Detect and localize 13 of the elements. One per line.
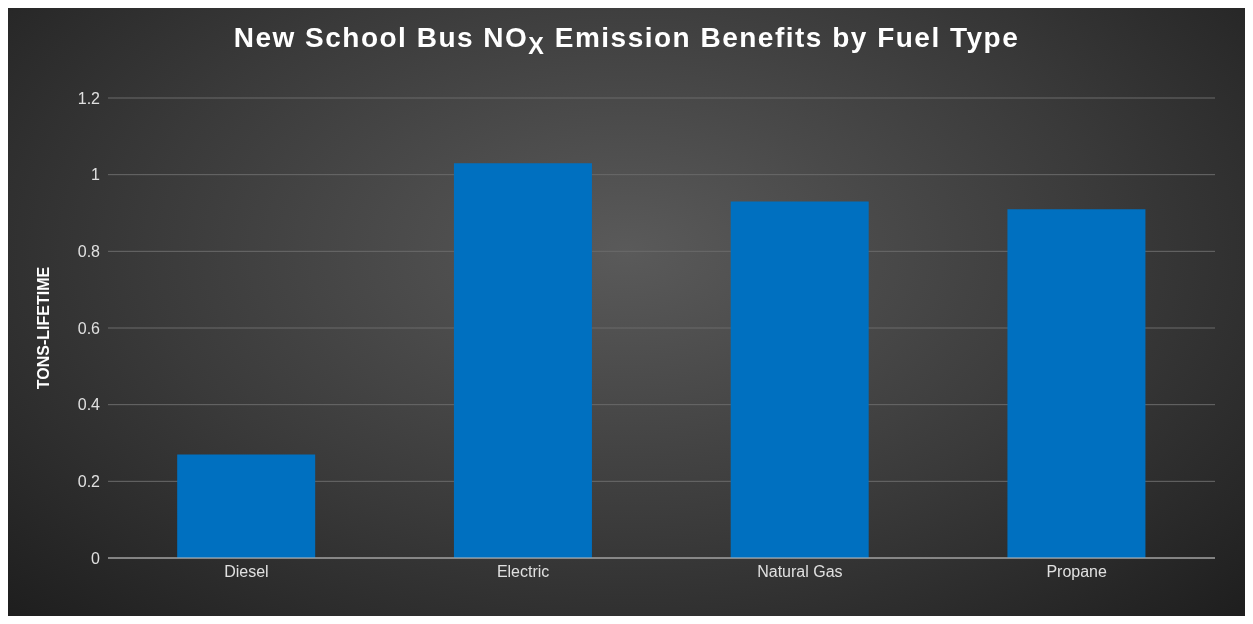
chart-title: New School Bus NO$_{X}$ Emission Benefits by Fuel Type (232, 22, 1021, 60)
y-tick-label: 1.2 (77, 89, 101, 107)
x-tick-label: Diesel (224, 563, 269, 581)
y-tick-label: 0.8 (77, 243, 101, 261)
x-tick-label: Natural Gas (757, 563, 843, 581)
x-tick-label: Electric (496, 563, 550, 581)
y-tick-label: 0.6 (77, 319, 101, 337)
y-tick-label: 1 (91, 166, 101, 184)
y-tick-label: 0.4 (77, 396, 101, 414)
y-axis-title: TONS-LIFETIME (34, 266, 52, 390)
y-tick-label: 0.2 (77, 473, 101, 491)
y-tick-label: 0 (91, 549, 101, 567)
x-tick-label: Propane (1046, 563, 1107, 581)
